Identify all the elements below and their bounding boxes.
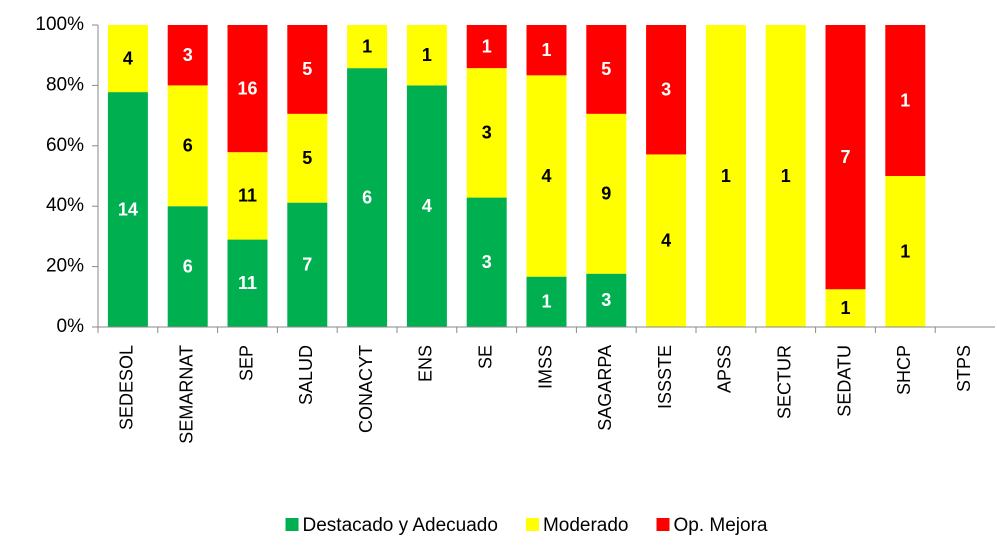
x-tick-label: IMSS xyxy=(535,345,555,389)
bar-segment xyxy=(825,289,866,327)
data-label: 5 xyxy=(302,59,312,79)
bar-segment xyxy=(466,25,507,69)
x-tick-label: ISSSTE xyxy=(655,345,675,409)
x-tick-label: SALUD xyxy=(296,345,316,405)
bar-segment xyxy=(406,25,447,86)
y-tick-label: 40% xyxy=(46,195,84,216)
y-tick-label: 100% xyxy=(35,14,84,35)
data-label: 1 xyxy=(541,40,551,60)
bar-segment xyxy=(227,152,268,240)
data-label: 6 xyxy=(183,136,193,156)
bar-segment xyxy=(646,25,687,155)
data-label: 14 xyxy=(118,199,138,219)
data-label: 6 xyxy=(183,256,193,276)
bar-segment xyxy=(765,25,806,327)
data-label: 6 xyxy=(362,187,372,207)
x-tick-label: ENS xyxy=(416,345,436,382)
bar-segment xyxy=(167,206,208,327)
data-label: 11 xyxy=(238,273,257,293)
bar-segment xyxy=(347,25,388,69)
x-tick-label: CONACYT xyxy=(356,345,376,433)
x-tick-label: SE xyxy=(475,345,495,369)
bar-segment xyxy=(227,239,268,327)
legend-label: Destacado y Adecuado xyxy=(303,515,498,536)
data-label: 7 xyxy=(840,147,850,167)
data-label: 3 xyxy=(482,252,492,272)
legend: Destacado y Adecuado Moderado Op. Mejora xyxy=(285,515,768,536)
data-label: 4 xyxy=(541,166,551,186)
bar-segment xyxy=(586,25,627,114)
bar-segment xyxy=(287,113,328,203)
data-label: 3 xyxy=(601,290,611,310)
data-label: 4 xyxy=(422,196,432,216)
data-label: 1 xyxy=(482,36,492,56)
data-label: 5 xyxy=(601,59,611,79)
legend-swatch xyxy=(285,518,299,531)
data-label: 1 xyxy=(721,166,731,186)
data-label: 16 xyxy=(237,78,257,98)
bar-segment xyxy=(526,25,567,76)
y-tick-label: 80% xyxy=(46,74,84,95)
data-label: 1 xyxy=(900,90,910,110)
bar-segment xyxy=(347,68,388,328)
bar-segment xyxy=(287,202,328,327)
x-tick-label: SECTUR xyxy=(774,345,794,419)
x-tick-label: STPS xyxy=(954,345,974,392)
bar-segment xyxy=(406,85,447,328)
x-tick-label: SHCP xyxy=(894,345,914,395)
data-label: 4 xyxy=(661,230,671,250)
bar-segment xyxy=(825,25,866,290)
x-tick-label: SEDESOL xyxy=(117,345,137,430)
y-tick-label: 0% xyxy=(57,316,85,337)
data-label: 7 xyxy=(302,255,312,275)
x-tick-label: SEDATU xyxy=(834,345,854,417)
data-label: 1 xyxy=(541,292,551,312)
bar-segment xyxy=(167,25,208,86)
data-label: 4 xyxy=(123,48,133,68)
data-label: 3 xyxy=(482,123,492,143)
bar-segment xyxy=(466,197,507,327)
bar-segment xyxy=(705,25,746,327)
x-tick-label: SEP xyxy=(236,345,256,381)
legend-label: Op. Mejora xyxy=(674,515,768,536)
data-label: 9 xyxy=(601,184,611,204)
data-label: 5 xyxy=(302,148,312,168)
bar-segment xyxy=(107,25,148,93)
data-label: 1 xyxy=(422,45,432,65)
data-label: 3 xyxy=(661,79,671,99)
bar-segment xyxy=(885,176,926,327)
bar-segment xyxy=(167,85,208,207)
legend-swatch xyxy=(525,518,539,531)
bar-segment xyxy=(227,25,268,153)
bar-segment xyxy=(287,25,328,114)
y-tick-label: 60% xyxy=(46,135,84,156)
bar-segment xyxy=(107,92,148,327)
x-tick-label: APSS xyxy=(715,345,735,393)
legend-label: Moderado xyxy=(543,515,629,536)
bar-segment xyxy=(526,276,567,327)
bar-segment xyxy=(885,25,926,176)
data-label: 1 xyxy=(840,298,850,318)
data-label: 11 xyxy=(238,186,257,206)
data-label: 3 xyxy=(183,45,193,65)
bar-segment xyxy=(466,68,507,198)
x-tick-label: SAGARPA xyxy=(595,345,615,431)
bar-segment xyxy=(526,75,567,277)
data-label: 1 xyxy=(900,241,910,261)
data-label: 1 xyxy=(781,166,791,186)
bar-segment xyxy=(586,113,627,274)
x-tick-label: SEMARNAT xyxy=(176,345,196,444)
y-tick-label: 20% xyxy=(46,256,84,277)
data-label: 1 xyxy=(362,36,372,56)
legend-swatch xyxy=(656,518,670,531)
bar-segment xyxy=(586,273,627,327)
bar-segment xyxy=(646,154,687,327)
